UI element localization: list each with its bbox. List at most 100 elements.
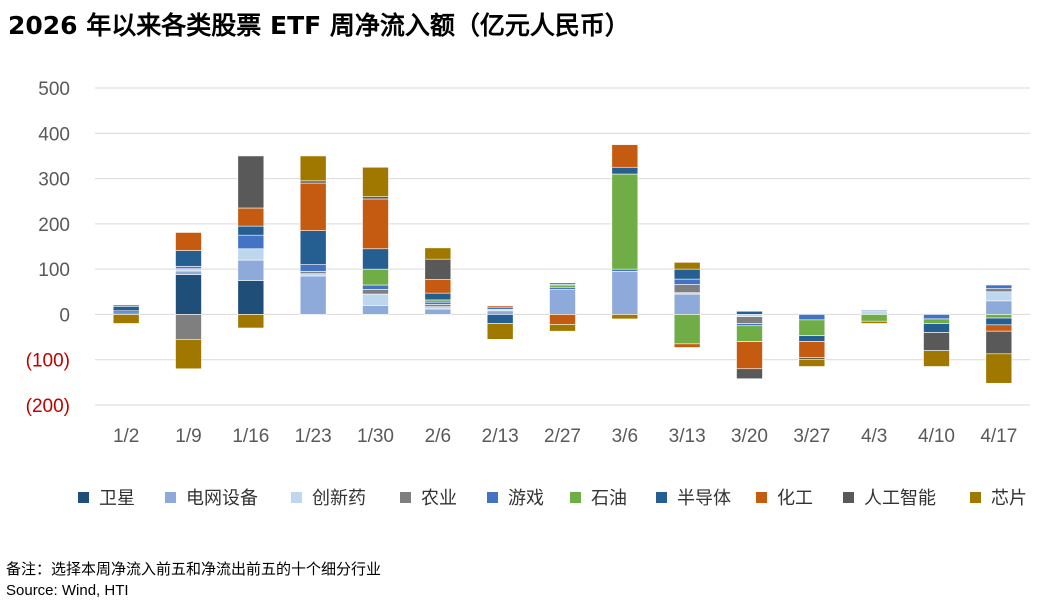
x-tick-label: 3/27	[793, 426, 830, 447]
x-tick-label: 4/3	[861, 426, 887, 447]
bar-segment	[798, 359, 826, 367]
bar-segment	[860, 314, 888, 322]
chart-legend: 卫星 电网设备 创新药 农业 游戏 石油 半导体 化工 人工智能 芯片	[0, 484, 1052, 514]
bar-segment	[736, 323, 763, 327]
x-tick-label: 1/16	[232, 426, 269, 447]
x-tick-label: 1/30	[357, 426, 394, 447]
bar-segment	[611, 166, 639, 175]
bar-segment	[923, 350, 950, 367]
legend-item: 电网设备	[165, 484, 258, 510]
bar-segment	[486, 305, 514, 308]
bar-segment	[175, 314, 202, 340]
legend-swatch	[756, 491, 767, 503]
bar-segment	[237, 314, 265, 329]
bar-segment	[736, 341, 763, 370]
legend-item: 人工智能	[843, 484, 936, 510]
bar-segment	[175, 266, 202, 269]
x-tick-label: 1/23	[295, 426, 332, 447]
bar-segment	[736, 368, 763, 380]
bar-segment	[549, 284, 576, 288]
bar-segment	[673, 314, 701, 345]
bar-segment	[798, 341, 826, 358]
bar-segment	[299, 182, 327, 231]
bar-segment	[736, 316, 763, 324]
bar-segment	[237, 248, 265, 261]
bar-segment	[175, 232, 202, 251]
y-tick-label: (200)	[26, 396, 70, 417]
bar-segment	[362, 284, 389, 290]
bar-segment	[549, 289, 576, 315]
x-tick-label: 4/17	[980, 426, 1017, 447]
legend-label: 芯片	[991, 488, 1027, 509]
x-tick-label: 2/6	[425, 426, 451, 447]
bar-segment	[237, 207, 265, 227]
bar-segment	[112, 305, 140, 312]
legend-swatch	[400, 491, 411, 503]
bar-segment	[362, 268, 389, 286]
legend-swatch	[970, 491, 981, 503]
y-tick-label: 100	[38, 260, 70, 281]
bar-segment	[237, 225, 265, 236]
legend-label: 创新药	[312, 488, 366, 509]
bar-segment	[424, 301, 452, 305]
bar-segment	[923, 318, 950, 324]
bar-segment	[299, 155, 327, 182]
bar-segment	[673, 268, 701, 280]
legend-item: 卫星	[78, 484, 135, 510]
bar-segment	[424, 258, 452, 280]
bar-segment	[112, 310, 140, 314]
bar-segment	[486, 306, 514, 310]
bar-segment	[736, 314, 763, 317]
bar-segment	[798, 357, 826, 361]
bar-segment	[549, 324, 576, 332]
x-tick-label: 4/10	[918, 426, 955, 447]
legend-item: 芯片	[970, 484, 1027, 510]
bar-segment	[736, 325, 763, 342]
legend-label: 游戏	[508, 488, 544, 509]
bar-segment	[611, 144, 639, 168]
bar-segment	[362, 198, 389, 250]
bar-segment	[673, 278, 701, 285]
legend-item: 半导体	[656, 484, 731, 510]
y-tick-label: (100)	[26, 351, 70, 372]
bar-segment	[175, 274, 202, 315]
bar-segment	[237, 155, 265, 209]
x-tick-label: 3/6	[612, 426, 638, 447]
bar-segment	[549, 282, 576, 285]
bar-segment	[860, 309, 888, 312]
bar-series	[112, 144, 1013, 384]
bar-segment	[237, 234, 265, 250]
axes: 500 400 300 200 100 0 (100) (200) 1/2 1/9 1/16 1/23…	[26, 79, 1018, 447]
legend-item: 农业	[400, 484, 457, 510]
y-tick-label: 300	[38, 170, 70, 191]
bar-segment	[860, 310, 888, 315]
chart-plot: 500 400 300 200 100 0 (100) (200) 1/2 1/9 1/16 1/23…	[26, 79, 1030, 447]
bar-segment	[175, 339, 202, 370]
bar-segment	[299, 230, 327, 265]
legend-swatch	[291, 491, 302, 503]
bar-segment	[362, 293, 389, 306]
legend-swatch	[78, 491, 89, 503]
bar-segment	[112, 304, 140, 307]
legend-label: 化工	[777, 488, 813, 509]
legend-label: 石油	[591, 488, 627, 509]
bar-segment	[424, 292, 452, 301]
bar-segment	[424, 299, 452, 303]
bar-segment	[424, 279, 452, 294]
bar-segment	[611, 314, 639, 320]
bar-segment	[673, 343, 701, 348]
bar-segment	[923, 332, 950, 351]
x-tick-label: 3/20	[731, 426, 768, 447]
bar-segment	[985, 314, 1013, 319]
bar-segment	[299, 273, 327, 277]
bar-segment	[985, 300, 1013, 315]
x-tick-label: 2/13	[482, 426, 519, 447]
bar-segment	[673, 262, 701, 270]
bar-segment	[985, 291, 1013, 302]
bar-segment	[985, 288, 1013, 293]
bar-segment	[237, 259, 265, 281]
legend-swatch	[656, 491, 667, 503]
x-tick-label: 1/9	[175, 426, 201, 447]
bar-segment	[923, 323, 950, 333]
bar-segment	[237, 280, 265, 315]
